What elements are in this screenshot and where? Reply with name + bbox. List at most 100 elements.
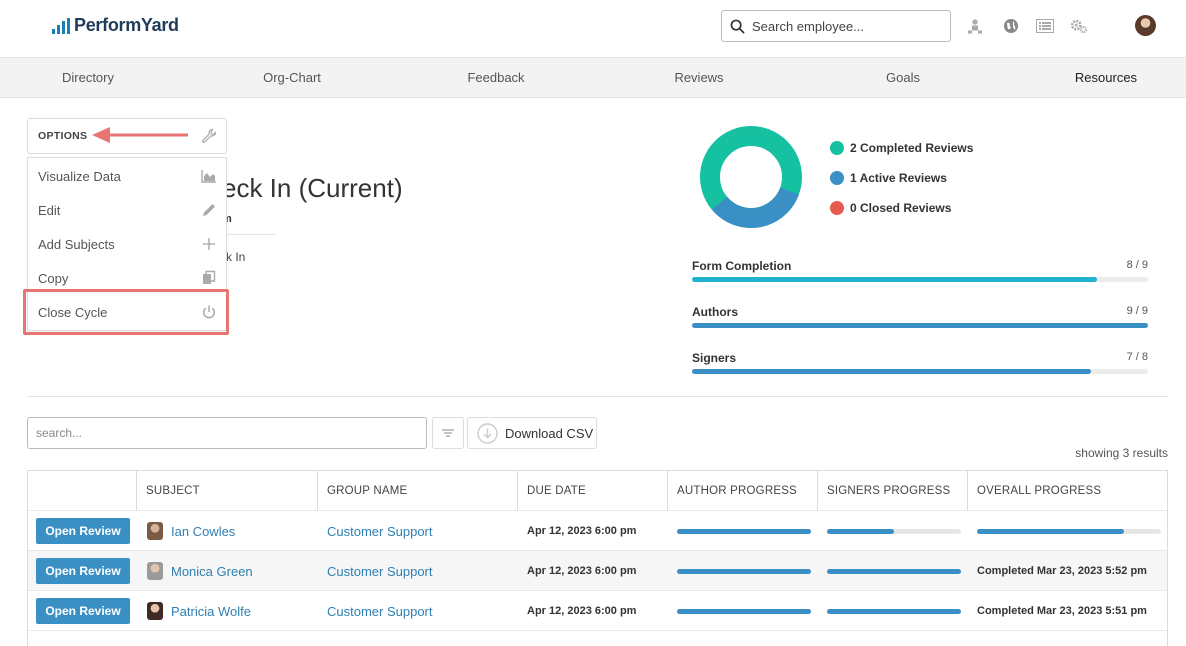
legend-completed: 2 Completed Reviews xyxy=(830,140,973,156)
header-author-progress[interactable]: AUTHOR PROGRESS xyxy=(668,471,818,511)
subject-link[interactable]: Ian Cowles xyxy=(171,523,236,539)
menu-item-label: Edit xyxy=(38,203,61,218)
plus-icon xyxy=(203,238,215,250)
author-progress-bar xyxy=(677,608,811,614)
author-progress-bar xyxy=(677,568,811,574)
stat-label: Authors xyxy=(692,305,738,319)
stat-value: 7 / 8 xyxy=(1126,351,1148,363)
performyard-logo[interactable]: PerformYard xyxy=(52,15,179,36)
results-count: showing 3 results xyxy=(1075,446,1168,460)
top-header: PerformYard xyxy=(0,0,1186,57)
logo-bars-icon xyxy=(52,17,70,34)
pencil-icon xyxy=(203,204,215,216)
group-link[interactable]: Customer Support xyxy=(327,603,433,619)
open-review-button[interactable]: Open Review xyxy=(36,598,130,624)
overall-progress-fill xyxy=(977,528,1125,534)
menu-visualize-data[interactable]: Visualize Data xyxy=(28,159,226,193)
donut-active-segment xyxy=(700,126,802,228)
table-row: Open Review Patricia Wolfe Customer Supp… xyxy=(28,591,1167,631)
employee-search-input[interactable] xyxy=(752,18,942,34)
stat-track xyxy=(692,277,1148,282)
power-icon xyxy=(203,305,215,319)
open-review-button[interactable]: Open Review xyxy=(36,518,130,544)
download-csv-button[interactable]: Download CSV xyxy=(467,417,597,449)
reviews-donut-chart xyxy=(700,126,802,228)
download-icon xyxy=(477,422,498,444)
author-progress-bar xyxy=(677,528,811,534)
group-link[interactable]: Customer Support xyxy=(327,523,433,539)
filter-button[interactable] xyxy=(432,417,464,449)
nav-reviews[interactable]: Reviews xyxy=(674,70,724,85)
wrench-icon xyxy=(202,128,217,143)
nav-feedback[interactable]: Feedback xyxy=(467,70,525,85)
logo-text: PerformYard xyxy=(74,15,179,35)
stat-fill xyxy=(692,323,1148,328)
table-row: Open Review Monica Green Customer Suppor… xyxy=(28,551,1167,591)
download-csv-label: Download CSV xyxy=(505,425,594,441)
cycle-title: eck In (Current) xyxy=(222,173,403,203)
filter-icon xyxy=(442,429,454,437)
menu-close-cycle[interactable]: Close Cycle xyxy=(28,295,226,329)
header-group-name[interactable]: GROUP NAME xyxy=(318,471,518,511)
overall-completed-text: Completed Mar 23, 2023 5:52 pm xyxy=(977,565,1147,577)
author-progress-fill xyxy=(677,528,811,534)
menu-add-subjects[interactable]: Add Subjects xyxy=(28,227,226,261)
table-row: Open Review Ian Cowles Customer Support … xyxy=(28,511,1167,551)
org-person-icon[interactable] xyxy=(966,17,984,35)
table-search-input[interactable] xyxy=(36,418,416,448)
legend-active: 1 Active Reviews xyxy=(830,170,947,186)
menu-item-label: Visualize Data xyxy=(38,169,121,184)
stat-fill xyxy=(692,277,1098,282)
header-due-date[interactable]: DUE DATE xyxy=(518,471,668,511)
subject-avatar xyxy=(147,562,163,580)
options-label: OPTIONS xyxy=(38,130,88,142)
header-subject[interactable]: SUBJECT xyxy=(137,471,318,511)
menu-item-label: Add Subjects xyxy=(38,237,115,252)
legend-dot xyxy=(830,141,844,155)
signers-progress-fill xyxy=(827,528,894,534)
nav-goals[interactable]: Goals xyxy=(886,70,920,85)
search-icon xyxy=(730,19,745,33)
signers-progress-bar xyxy=(827,528,961,534)
signers-progress-fill xyxy=(827,568,961,574)
group-link[interactable]: Customer Support xyxy=(327,563,433,579)
close-cycle-highlight xyxy=(23,289,229,335)
subject-link[interactable]: Patricia Wolfe xyxy=(171,603,251,619)
header-signers-progress[interactable]: SIGNERS PROGRESS xyxy=(818,471,968,511)
signers-progress-bar xyxy=(827,568,961,574)
options-menu: Visualize Data Edit Add Subjects Copy Cl… xyxy=(27,157,227,331)
annotation-arrow-icon xyxy=(92,127,188,143)
open-review-button[interactable]: Open Review xyxy=(36,558,130,584)
due-date: Apr 12, 2023 6:00 pm xyxy=(527,525,637,537)
cycle-description: k In xyxy=(226,250,246,264)
user-avatar[interactable] xyxy=(1135,15,1156,36)
menu-item-label: Copy xyxy=(38,271,69,286)
row-divider xyxy=(28,630,1167,631)
due-date: Apr 12, 2023 6:00 pm xyxy=(527,605,637,617)
chart-icon xyxy=(201,170,216,183)
due-date: Apr 12, 2023 6:00 pm xyxy=(527,565,637,577)
gears-icon[interactable] xyxy=(1070,17,1088,35)
legend-label: 1 Active Reviews xyxy=(850,171,947,185)
nav-directory[interactable]: Directory xyxy=(61,70,114,85)
header-actions xyxy=(28,471,137,511)
menu-copy[interactable]: Copy xyxy=(28,261,226,295)
table-search[interactable] xyxy=(27,417,427,449)
menu-edit[interactable]: Edit xyxy=(28,193,226,227)
stat-value: 9 / 9 xyxy=(1126,305,1148,317)
subject-link[interactable]: Monica Green xyxy=(171,563,253,579)
nav-resources[interactable]: Resources xyxy=(1074,70,1138,85)
menu-item-label: Close Cycle xyxy=(38,305,108,320)
signers-progress-fill xyxy=(827,608,961,614)
employee-search[interactable] xyxy=(721,10,951,42)
stat-label: Form Completion xyxy=(692,259,792,273)
legend-label: 0 Closed Reviews xyxy=(850,201,952,215)
legend-closed: 0 Closed Reviews xyxy=(830,200,951,216)
nav-org-chart[interactable]: Org-Chart xyxy=(263,70,321,85)
globe-icon[interactable] xyxy=(1002,17,1020,35)
list-icon[interactable] xyxy=(1036,17,1054,35)
main-nav: Directory Org-Chart Feedback Reviews Goa… xyxy=(0,57,1186,98)
header-overall-progress[interactable]: OVERALL PROGRESS xyxy=(977,485,1102,497)
author-progress-fill xyxy=(677,568,811,574)
stat-track xyxy=(692,323,1148,328)
